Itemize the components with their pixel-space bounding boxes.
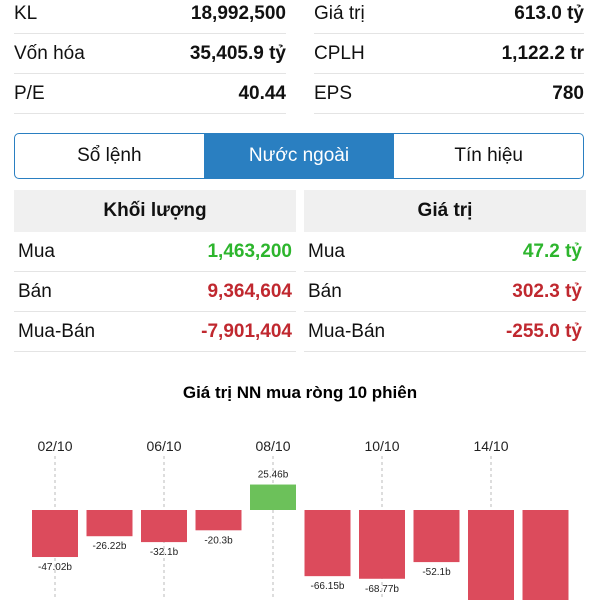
row-label: Mua-Bán <box>18 321 96 342</box>
value-label: -68.77b <box>365 584 399 595</box>
tab[interactable]: Sổ lệnh <box>15 134 205 178</box>
row-value: -7,901,404 <box>201 321 292 342</box>
value-label: -20.3b <box>204 535 233 546</box>
stat-value: 18,992,500 <box>190 3 286 24</box>
bar <box>195 510 242 531</box>
x-tick-label: 02/10 <box>37 438 72 454</box>
bar <box>141 510 187 543</box>
stat-row: KL 18,992,500 <box>14 0 286 34</box>
stat-label: CPLH <box>314 43 365 64</box>
row-value: 302.3 tỷ <box>512 281 582 302</box>
value-label: -66.15b <box>311 581 345 592</box>
row-value: 47.2 tỷ <box>522 241 582 262</box>
row-label: Bán <box>308 281 342 302</box>
stat-row: CPLH 1,122.2 tr <box>314 35 584 74</box>
tab[interactable]: Tín hiệu <box>454 145 523 166</box>
row-label: Bán <box>18 281 52 302</box>
row-value: 9,364,604 <box>207 281 292 302</box>
stat-value: 780 <box>552 83 584 104</box>
x-tick-label: 06/10 <box>146 438 181 454</box>
value-label: -32.1b <box>150 547 179 558</box>
table-row: Mua 47.2 tỷ <box>304 232 586 272</box>
tab-bar: Sổ lệnh Nước ngoài Tín hiệu <box>14 133 584 179</box>
value-label: -52.1b <box>422 567 451 578</box>
table: Giá trị Mua 47.2 tỷ Bán 302.3 tỷ Mua-Bán -255.… <box>304 190 586 352</box>
bar <box>359 510 405 579</box>
stat-value: 613.0 tỷ <box>514 3 584 24</box>
stat-label: P/E <box>14 83 45 104</box>
stat-label: Giá trị <box>314 3 365 24</box>
bar <box>468 510 514 600</box>
table-row: Mua 1,463,200 <box>14 232 296 272</box>
tab-active[interactable]: Nước ngoài <box>204 134 395 178</box>
table: Khối lượng Mua 1,463,200 Bán 9,364,604 Mua-Bá… <box>14 190 296 352</box>
bar <box>304 510 351 577</box>
table-row: Bán 302.3 tỷ <box>304 272 586 312</box>
table-row: Bán 9,364,604 <box>14 272 296 312</box>
stat-value: 1,122.2 tr <box>501 43 584 64</box>
stat-row: Giá trị 613.0 tỷ <box>314 0 584 34</box>
value-label: -26.22b <box>93 541 127 552</box>
row-label: Mua-Bán <box>308 321 386 342</box>
bar <box>522 510 569 600</box>
table-header: Giá trị <box>304 190 586 232</box>
bar <box>86 510 133 537</box>
row-value: 1,463,200 <box>207 241 292 262</box>
table-row: Mua-Bán -7,901,404 <box>14 312 296 352</box>
stat-value: 40.44 <box>238 83 286 104</box>
row-label: Mua <box>18 241 55 262</box>
bar <box>413 510 460 563</box>
row-label: Mua <box>308 241 345 262</box>
x-tick-label: 10/10 <box>364 438 399 454</box>
stat-value: 35,405.9 tỷ <box>189 43 286 64</box>
bar <box>32 510 78 558</box>
stat-label: KL <box>14 3 38 24</box>
table-row: Mua-Bán -255.0 tỷ <box>304 312 586 352</box>
stat-label: EPS <box>314 83 353 104</box>
x-tick-label: 14/10 <box>473 438 508 454</box>
stat-label: Vốn hóa <box>14 43 85 64</box>
bar <box>250 484 296 510</box>
row-value: -255.0 tỷ <box>505 321 582 342</box>
value-label: -47.02b <box>38 562 72 573</box>
stat-row: Vốn hóa 35,405.9 tỷ <box>14 35 286 74</box>
chart-title: Giá trị NN mua ròng 10 phiên <box>183 383 417 402</box>
chart: Giá trị NN mua ròng 10 phiên 02/10 06/10 0… <box>32 383 569 600</box>
table-header: Khối lượng <box>14 190 296 232</box>
x-tick-label: 08/10 <box>255 438 290 454</box>
stat-row: EPS 780 <box>314 75 584 114</box>
stat-row: P/E 40.44 <box>14 75 286 114</box>
value-label: 25.46b <box>258 470 289 481</box>
